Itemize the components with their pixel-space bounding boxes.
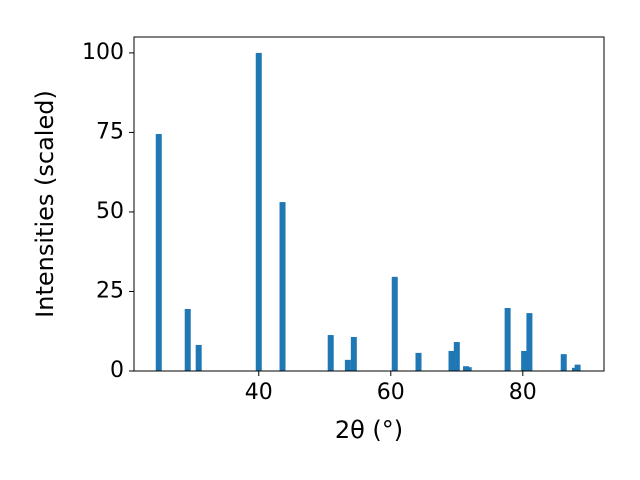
x-tick-label: 40 [245,380,273,405]
y-tick-label: 100 [82,40,124,65]
bar [391,276,398,371]
bar [279,202,286,371]
bar [155,134,162,371]
plot-frame [133,36,605,372]
bar [465,367,472,371]
x-tick-label: 80 [509,380,537,405]
bar [560,354,567,371]
x-tick-label: 60 [377,380,405,405]
bar [453,342,460,371]
y-tick-label: 25 [96,278,124,303]
bar [526,313,533,371]
bar [448,350,455,371]
bar [415,352,422,371]
bar [574,364,581,371]
bar [184,308,191,371]
y-tick-label: 75 [96,119,124,144]
y-tick-label: 50 [96,199,124,224]
bar [255,52,262,372]
y-tick-label: 0 [110,358,124,383]
bar [344,359,351,371]
x-axis-label: 2θ (°) [335,416,403,444]
bar [195,344,202,371]
y-axis-label: Intensities (scaled) [31,90,59,318]
bar [521,350,528,371]
bar [504,308,511,371]
bar [327,335,334,371]
bar [350,336,357,371]
